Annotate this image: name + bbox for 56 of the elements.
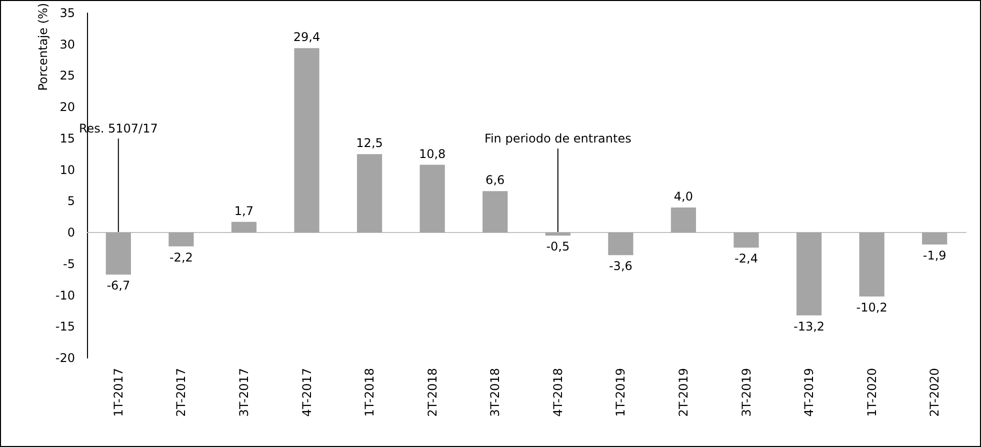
- data-label: -0,5: [546, 240, 570, 254]
- y-tick-label: 15: [60, 131, 75, 146]
- y-tick-label: 30: [60, 37, 75, 52]
- data-label: -1,9: [922, 248, 946, 262]
- bar: [545, 232, 570, 236]
- x-tick-label: 2T-2019: [676, 368, 690, 417]
- data-label: 4,0: [674, 189, 694, 204]
- x-tick-label: 2T-2017: [174, 368, 188, 417]
- x-tick-label: 1T-2017: [111, 368, 126, 417]
- bar: [294, 48, 320, 233]
- x-tick-label: 3T-2017: [236, 368, 251, 417]
- data-label: 1,7: [234, 204, 254, 218]
- x-tick-label: 4T-2017: [300, 368, 314, 417]
- y-tick-label: 10: [60, 162, 75, 177]
- data-label: -10,2: [856, 300, 888, 315]
- bar: [796, 232, 822, 316]
- data-label: -2,2: [169, 250, 193, 264]
- x-tick-label: 2T-2020: [928, 368, 942, 417]
- bar: [168, 232, 194, 246]
- x-tick-label: 3T-2019: [739, 368, 754, 417]
- bar: [231, 222, 257, 233]
- y-tick-label: 0: [67, 226, 75, 240]
- data-label: 12,5: [356, 136, 383, 150]
- bar: [734, 232, 759, 248]
- y-tick-label: 5: [67, 194, 75, 208]
- x-tick-label: 1T-2018: [362, 368, 377, 417]
- bar: [670, 207, 696, 233]
- data-label: -13,2: [794, 319, 825, 334]
- y-tick-label: 25: [60, 68, 75, 83]
- data-label: -3,6: [608, 259, 632, 274]
- y-tick-label: 35: [60, 6, 75, 20]
- bar: [482, 191, 508, 233]
- data-label: -6,7: [106, 278, 130, 293]
- bar: [922, 232, 948, 244]
- x-tick-label: 3T-2018: [488, 368, 502, 417]
- bar: [420, 164, 445, 233]
- data-label: 10,8: [418, 146, 446, 161]
- x-tick-label: 4T-2018: [550, 368, 565, 417]
- bar: [106, 232, 131, 275]
- x-tick-label: 1T-2020: [864, 368, 879, 417]
- bar: [356, 154, 382, 233]
- data-label: 6,6: [486, 173, 505, 188]
- bar: [859, 232, 884, 297]
- y-tick-label: -5: [63, 256, 75, 271]
- x-tick-label: 2T-2018: [425, 368, 440, 417]
- x-tick-label: 4T-2019: [802, 368, 816, 417]
- y-tick-label: -10: [55, 288, 75, 302]
- y-tick-label: -20: [55, 351, 75, 365]
- y-tick-label: -15: [55, 320, 75, 334]
- annotation: Fin periodo de entrantes: [484, 132, 632, 146]
- y-tick-label: 20: [60, 100, 75, 114]
- y-axis-title: Porcentaje (%): [36, 3, 50, 91]
- data-label: -2,4: [734, 252, 758, 266]
- data-label: 29,4: [293, 30, 320, 44]
- bar: [608, 232, 634, 256]
- x-tick-label: 1T-2019: [614, 368, 628, 417]
